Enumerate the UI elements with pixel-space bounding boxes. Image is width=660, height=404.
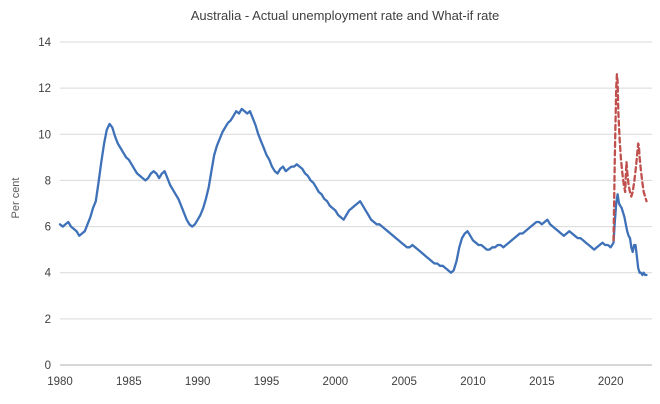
series-line-what-if-rate: [612, 73, 648, 242]
y-tick-label: 2: [45, 314, 51, 326]
x-tick-label: 2020: [598, 376, 624, 388]
x-tick-label: 2005: [391, 376, 417, 388]
x-tick-label: 1985: [116, 376, 142, 388]
y-tick-label: 4: [45, 268, 52, 280]
y-tick-label: 14: [38, 37, 51, 49]
y-tick-label: 12: [38, 83, 51, 95]
chart-title: Australia - Actual unemployment rate and…: [190, 8, 500, 23]
series-line-actual-unemployment-rate: [58, 107, 648, 277]
y-axis-title: Per cent: [10, 177, 22, 219]
x-tick-label: 1980: [47, 376, 73, 388]
x-tick-label: 2010: [460, 376, 486, 388]
x-tick-label: 2015: [529, 376, 555, 388]
x-tick-label: 1990: [185, 376, 211, 388]
y-tick-label: 0: [45, 360, 51, 372]
x-tick-label: 2000: [323, 376, 349, 388]
x-tick-label: 1995: [254, 376, 280, 388]
y-tick-label: 6: [45, 222, 51, 234]
y-tick-label: 10: [38, 129, 51, 141]
y-tick-label: 8: [45, 175, 51, 187]
